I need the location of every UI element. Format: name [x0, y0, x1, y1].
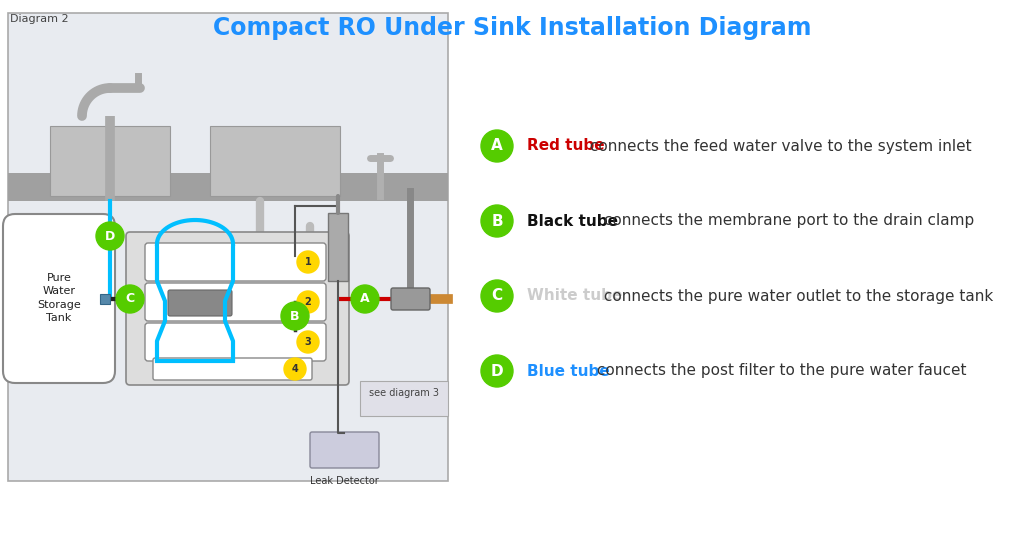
Bar [210, 126, 340, 196]
Text: connects the post filter to the pure water faucet: connects the post filter to the pure wat… [592, 363, 967, 378]
Text: Diagram 2: Diagram 2 [10, 14, 69, 24]
Circle shape [481, 280, 513, 312]
Circle shape [481, 130, 513, 162]
Text: Red tube: Red tube [527, 138, 604, 153]
Bar [50, 126, 170, 196]
Bar [328, 213, 348, 281]
Text: White tube: White tube [527, 288, 623, 303]
Bar [360, 381, 449, 416]
Text: 2: 2 [304, 297, 311, 307]
Text: D: D [490, 363, 504, 378]
Text: 4: 4 [292, 364, 298, 374]
Text: Pure
Water
Storage
Tank: Pure Water Storage Tank [37, 273, 81, 323]
Circle shape [284, 358, 306, 380]
Bar [8, 173, 449, 201]
FancyBboxPatch shape [310, 432, 379, 468]
Text: A: A [492, 138, 503, 153]
FancyBboxPatch shape [168, 290, 232, 316]
Text: connects the feed water valve to the system inlet: connects the feed water valve to the sys… [585, 138, 971, 153]
Circle shape [297, 291, 319, 313]
FancyBboxPatch shape [3, 214, 115, 383]
Text: D: D [104, 229, 115, 242]
Text: see diagram 3: see diagram 3 [369, 388, 439, 398]
Circle shape [297, 331, 319, 353]
Text: Black tube: Black tube [527, 213, 618, 228]
Circle shape [281, 302, 309, 330]
Circle shape [297, 251, 319, 273]
Text: Leak Detector: Leak Detector [309, 476, 379, 486]
Text: C: C [492, 288, 503, 303]
Text: 1: 1 [304, 257, 311, 267]
Text: connects the membrane port to the drain clamp: connects the membrane port to the drain … [599, 213, 974, 228]
Circle shape [96, 222, 124, 250]
Text: A: A [360, 293, 370, 306]
Text: B: B [290, 309, 300, 323]
Circle shape [351, 285, 379, 313]
Circle shape [481, 355, 513, 387]
FancyBboxPatch shape [145, 323, 326, 361]
Text: 3: 3 [304, 337, 311, 347]
FancyBboxPatch shape [8, 13, 449, 481]
Circle shape [481, 205, 513, 237]
FancyBboxPatch shape [126, 232, 349, 385]
Text: connects the pure water outlet to the storage tank: connects the pure water outlet to the st… [599, 288, 993, 303]
FancyBboxPatch shape [391, 288, 430, 310]
Text: Blue tube: Blue tube [527, 363, 609, 378]
Text: B: B [492, 213, 503, 228]
FancyBboxPatch shape [145, 243, 326, 281]
Text: C: C [125, 293, 134, 306]
Bar [100, 294, 110, 304]
FancyBboxPatch shape [153, 358, 312, 380]
Text: Compact RO Under Sink Installation Diagram: Compact RO Under Sink Installation Diagr… [213, 16, 811, 40]
FancyBboxPatch shape [145, 283, 326, 321]
Circle shape [116, 285, 144, 313]
